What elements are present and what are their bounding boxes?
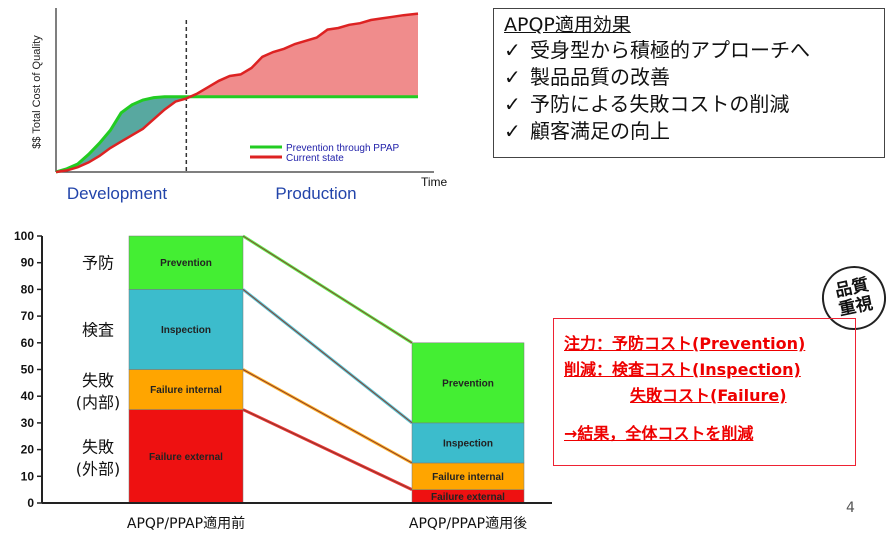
connector-line [242,369,413,464]
check-icon: ✓ [504,38,521,62]
x-tick-label: APQP/PPAP適用後 [409,515,527,532]
bar-segment-label: Inspection [161,325,211,336]
row-label: 予防 [82,254,114,273]
bar-segment [128,369,244,410]
bar-segment-label: Failure internal [432,472,504,483]
y-tick-label: 100 [14,229,34,243]
y-tick-label: 30 [21,416,35,430]
bar-segment-label: Inspection [443,438,493,449]
summary-focus: 注力：予防コスト(Prevention) [564,334,806,353]
check-icon: ✓ [504,119,521,143]
y-tick-label: 20 [21,443,35,457]
y-tick-label: 70 [21,309,35,323]
connector-line [242,235,413,344]
page-number: 4 [846,500,855,516]
x-axis-label: Time [421,175,448,189]
row-label: 失敗 [82,371,114,390]
y-tick-label: 60 [21,336,35,350]
bar-segment-label: Prevention [442,378,494,389]
apqp-effect-text: 予防による失敗コストの削減 [530,92,790,116]
apqp-effects-box: APQP適用効果 ✓ 受身型から積極的アプローチへ ✓ 製品品質の改善 ✓ 予防による… [493,8,885,158]
apqp-effect-item: ✓ 製品品質の改善 [504,64,874,91]
y-tick-label: 10 [21,469,35,483]
summary-reduce-failure: 失敗コスト(Failure) [630,386,787,405]
y-axis-label: $$ Total Cost of Quality [31,35,43,149]
apqp-effect-item: ✓ 受身型から積極的アプローチへ [504,37,874,64]
bar-segment-label: Failure external [149,452,223,463]
summary-box: 注力：予防コスト(Prevention) 削減：検査コスト(Inspection… [553,318,856,466]
bar-segment [411,462,525,490]
bar-segment [411,342,525,424]
current-state-line [55,12,419,174]
bar-segment [128,289,244,370]
y-tick-label: 40 [21,389,35,403]
connector-line [242,289,413,424]
x-tick-label: APQP/PPAP適用前 [127,515,245,532]
bar-segment-label: Prevention [160,258,212,269]
apqp-effect-item: ✓ 予防による失敗コストの削減 [504,91,874,118]
row-label: 検査 [82,320,114,339]
prevention-line [55,95,418,174]
check-icon: ✓ [504,92,521,116]
bar-segment-label: Failure internal [150,385,222,396]
apqp-effects-title: APQP適用効果 [504,14,631,36]
apqp-effect-item: ✓ 顧客満足の向上 [504,118,874,145]
y-tick-label: 50 [21,363,35,377]
y-tick-label: 80 [21,282,35,296]
row-label: (外部) [76,460,121,479]
legend-label-current: Current state [286,153,344,164]
bar-segment [411,422,525,464]
apqp-effect-text: 製品品質の改善 [530,65,670,89]
row-label: 失敗 [82,438,114,457]
apqp-effect-text: 受身型から積極的アプローチへ [530,38,810,62]
bar-segment [128,235,244,290]
connector-line [242,409,413,491]
legend-label-prevention: Prevention through PPAP [286,143,400,154]
phase-label-development: Development [67,184,167,203]
row-label: (内部) [76,393,121,412]
y-tick-label: 0 [27,496,34,510]
bar-segment-label: Failure external [431,492,505,503]
check-icon: ✓ [504,65,521,89]
y-tick-label: 90 [21,256,35,270]
apqp-effect-text: 顧客満足の向上 [530,119,670,143]
stamp-line: 重視 [837,293,875,321]
excess-cost-area [197,13,418,97]
prevention-savings-area [66,93,198,171]
summary-result: →結果，全体コストを削減 [564,424,754,443]
phase-label-production: Production [275,184,356,203]
summary-reduce-inspection: 削減：検査コスト(Inspection) [564,360,801,379]
bar-segment [128,409,244,504]
